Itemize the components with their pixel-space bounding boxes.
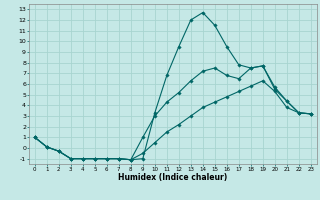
X-axis label: Humidex (Indice chaleur): Humidex (Indice chaleur) bbox=[118, 173, 228, 182]
